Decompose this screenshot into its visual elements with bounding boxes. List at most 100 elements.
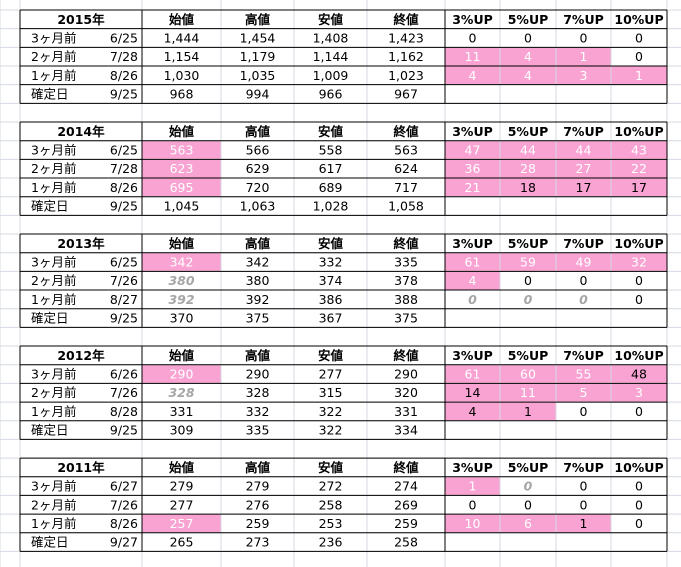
- cell-value: 392: [168, 292, 194, 307]
- cell-value: 277: [170, 497, 194, 512]
- cell-value: 59: [520, 255, 536, 270]
- column-header: 高値: [245, 124, 271, 139]
- cell-value: 11: [520, 385, 536, 400]
- cell-value: 388: [394, 292, 418, 307]
- cell-value: 629: [246, 161, 270, 176]
- year-header: 2014年: [57, 124, 105, 139]
- cell-value: 0: [580, 404, 588, 419]
- year-header: 2015年: [57, 12, 105, 27]
- highlight-cell: [611, 365, 667, 383]
- cell-value: 279: [246, 479, 270, 494]
- cell-value: 335: [394, 255, 418, 270]
- cell-value: 1,144: [313, 49, 349, 64]
- cell-value: 4: [524, 68, 532, 83]
- year-header: 2013年: [57, 236, 105, 251]
- row-label: 1ヶ月前: [31, 516, 76, 531]
- cell-value: 309: [170, 423, 194, 438]
- highlight-cell: [611, 178, 667, 197]
- cell-value: 1: [524, 404, 532, 419]
- highlight-cell: [556, 514, 611, 533]
- cell-value: 0: [468, 292, 477, 307]
- row-label: 2ヶ月前: [31, 161, 76, 176]
- highlight-cell: [445, 66, 500, 85]
- highlight-cell: [142, 253, 221, 271]
- cell-value: 720: [246, 180, 270, 195]
- column-header: 7%UP: [563, 348, 604, 363]
- cell-value: 1,009: [313, 68, 349, 83]
- cell-value: 17: [576, 180, 592, 195]
- cell-value: 11: [465, 49, 481, 64]
- highlight-cell: [445, 159, 500, 178]
- cell-value: 1,023: [388, 68, 424, 83]
- cell-value: 36: [465, 161, 481, 176]
- column-header: 5%UP: [508, 236, 549, 251]
- cell-value: 272: [319, 479, 343, 494]
- row-date: 6/26: [110, 367, 138, 382]
- column-header: 5%UP: [508, 348, 549, 363]
- column-header: 3%UP: [452, 460, 493, 475]
- highlight-cell: [445, 514, 500, 533]
- cell-value: 375: [246, 311, 270, 326]
- column-header: 10%UP: [614, 348, 663, 363]
- highlight-cell: [142, 141, 221, 159]
- column-header: 安値: [318, 124, 344, 139]
- cell-value: 258: [319, 497, 343, 512]
- column-header: 3%UP: [452, 124, 493, 139]
- cell-value: 1: [469, 479, 477, 494]
- cell-value: 5: [580, 385, 588, 400]
- highlight-cell: [500, 178, 556, 197]
- cell-value: 3: [580, 68, 588, 83]
- cell-value: 290: [246, 367, 270, 382]
- cell-value: 332: [246, 404, 270, 419]
- cell-value: 47: [465, 143, 481, 158]
- cell-value: 1,408: [313, 31, 349, 46]
- row-date: 7/28: [110, 161, 138, 176]
- row-date: 8/26: [110, 516, 138, 531]
- column-header: 10%UP: [614, 460, 663, 475]
- row-label: 確定日: [31, 535, 69, 550]
- column-header: 終値: [393, 236, 419, 251]
- row-date: 9/27: [110, 535, 138, 550]
- cell-value: 236: [319, 535, 343, 550]
- cell-value: 563: [170, 143, 194, 158]
- column-header: 3%UP: [452, 12, 493, 27]
- cell-value: 253: [319, 516, 343, 531]
- cell-value: 374: [319, 273, 343, 288]
- cell-value: 257: [170, 516, 194, 531]
- highlight-cell: [556, 141, 611, 159]
- row-date: 6/25: [110, 143, 138, 158]
- cell-value: 14: [465, 385, 481, 400]
- cell-value: 258: [394, 535, 418, 550]
- cell-value: 966: [319, 87, 343, 102]
- column-header: 高値: [245, 348, 271, 363]
- column-header: 7%UP: [563, 236, 604, 251]
- row-label: 2ヶ月前: [31, 273, 76, 288]
- cell-value: 0: [524, 273, 532, 288]
- cell-value: 0: [580, 273, 588, 288]
- cell-value: 6: [524, 516, 532, 531]
- row-date: 7/26: [110, 497, 138, 512]
- row-date: 6/27: [110, 479, 138, 494]
- cell-value: 623: [170, 161, 194, 176]
- column-header: 10%UP: [614, 124, 663, 139]
- row-label: 確定日: [31, 87, 69, 102]
- cell-value: 0: [635, 49, 643, 64]
- row-label: 2ヶ月前: [31, 49, 76, 64]
- column-header: 3%UP: [452, 348, 493, 363]
- cell-value: 1: [580, 516, 588, 531]
- row-date: 8/27: [110, 292, 138, 307]
- row-date: 8/28: [110, 404, 138, 419]
- cell-value: 0: [524, 479, 533, 494]
- cell-value: 1,035: [240, 68, 276, 83]
- row-date: 8/26: [110, 68, 138, 83]
- cell-value: 28: [520, 161, 536, 176]
- cell-value: 274: [394, 479, 418, 494]
- highlight-cell: [556, 66, 611, 85]
- highlight-cell: [445, 47, 500, 66]
- cell-value: 0: [580, 497, 588, 512]
- cell-value: 32: [631, 255, 647, 270]
- cell-value: 1,423: [388, 31, 424, 46]
- highlight-cell: [445, 365, 500, 383]
